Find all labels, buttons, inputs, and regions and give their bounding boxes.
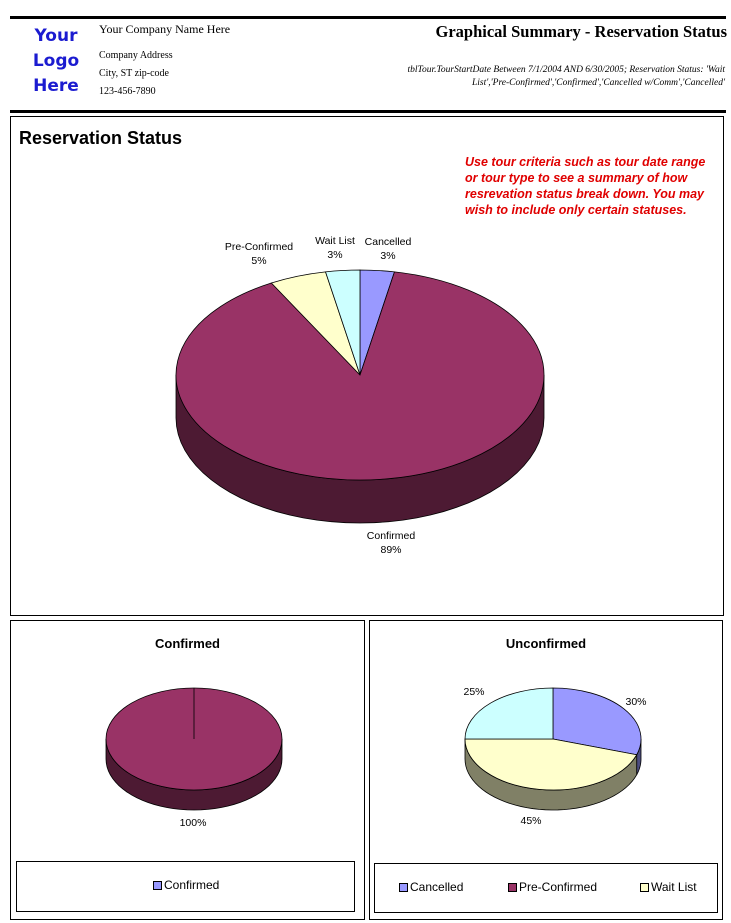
legend-swatch-confirmed xyxy=(153,880,162,890)
criteria-note: Use tour criteria such as tour date rang… xyxy=(465,155,706,217)
main-pie-label-confirmed-value: 89% xyxy=(380,544,401,556)
confirmed-chart-title: Confirmed xyxy=(155,636,220,651)
unconfirmed-chart-panel: 30% 45% 25% Unconfirmed Cancelled Pre-Conf… xyxy=(369,620,723,920)
unconfirmed-pie-slice-cancelled xyxy=(552,687,642,756)
main-pie-label-cancelled-name: Cancelled xyxy=(365,236,412,248)
company-address: Company Address xyxy=(99,50,173,61)
logo-line-3: Here xyxy=(33,76,79,96)
unconfirmed-pie-label-cancelled-value: 30% xyxy=(625,696,646,708)
company-city-state-zip: City, ST zip-code xyxy=(99,68,169,79)
confirmed-pie-chart: 100% xyxy=(105,687,283,829)
unconfirmed-pie-slice-pre-confirmed xyxy=(464,738,638,791)
company-phone: 123-456-7890 xyxy=(99,86,156,97)
legend-item-confirmed: Confirmed xyxy=(153,878,219,892)
report-title: Graphical Summary - Reservation Status xyxy=(435,22,728,41)
legend-item-wait-list: Wait List xyxy=(640,880,697,894)
legend-swatch-cancelled xyxy=(399,882,408,892)
unconfirmed-pie-label-wait-list-value: 25% xyxy=(463,686,484,698)
main-pie-label-wait-list-value: 3% xyxy=(327,249,342,261)
main-pie-slice-wait-list xyxy=(324,269,361,376)
reservation-status-chart-title: Reservation Status xyxy=(19,128,183,148)
company-logo: Your Logo Here xyxy=(26,24,86,99)
unconfirmed-chart-title: Unconfirmed xyxy=(505,636,587,651)
main-pie-label-cancelled-value: 3% xyxy=(380,250,395,262)
legend-label-cancelled: Cancelled xyxy=(410,880,464,894)
confirmed-chart-panel: 100% Confirmed Confirmed xyxy=(10,620,365,920)
legend-swatch-wait-list xyxy=(640,882,649,892)
main-pie-label-confirmed-name: Confirmed xyxy=(367,530,416,542)
main-pie-slice-confirmed xyxy=(175,271,545,481)
legend-item-cancelled: Cancelled xyxy=(399,880,463,894)
logo-line-2: Logo xyxy=(32,51,80,71)
legend-label-confirmed: Confirmed xyxy=(164,878,220,892)
reservation-status-chart-panel: Cancelled 3% Confirmed 89% Pre-Confirmed 5% Wa… xyxy=(10,116,724,616)
main-pie-label-pre-confirmed-name: Pre-Confirmed xyxy=(225,241,293,253)
report-filter-criteria: tblTour.TourStartDate Between 7/1/2004 A… xyxy=(407,65,725,88)
confirmed-pie-label-confirmed-value: 100% xyxy=(180,817,207,829)
main-pie-label-wait-list-name: Wait List xyxy=(315,235,355,247)
confirmed-chart-legend: Confirmed xyxy=(16,861,355,912)
unconfirmed-pie-label-pre-confirmed-value: 45% xyxy=(520,815,541,827)
company-name: Your Company Name Here xyxy=(99,22,231,36)
legend-swatch-pre-confirmed xyxy=(508,882,517,892)
header-top-rule xyxy=(10,16,726,19)
legend-item-pre-confirmed: Pre-Confirmed xyxy=(508,880,597,894)
legend-label-wait-list: Wait List xyxy=(651,880,697,894)
logo-line-1: Your xyxy=(34,26,78,46)
main-pie-label-pre-confirmed-value: 5% xyxy=(251,255,266,267)
reservation-status-pie-chart: Cancelled 3% Confirmed 89% Pre-Confirmed 5% Wa… xyxy=(175,235,545,556)
header-bottom-rule xyxy=(10,110,726,113)
unconfirmed-chart-legend: Cancelled Pre-Confirmed Wait List xyxy=(374,863,718,913)
legend-label-pre-confirmed: Pre-Confirmed xyxy=(519,880,598,894)
unconfirmed-pie-chart: 30% 45% 25% xyxy=(463,686,646,827)
unconfirmed-pie-slice-wait-list xyxy=(464,687,554,740)
